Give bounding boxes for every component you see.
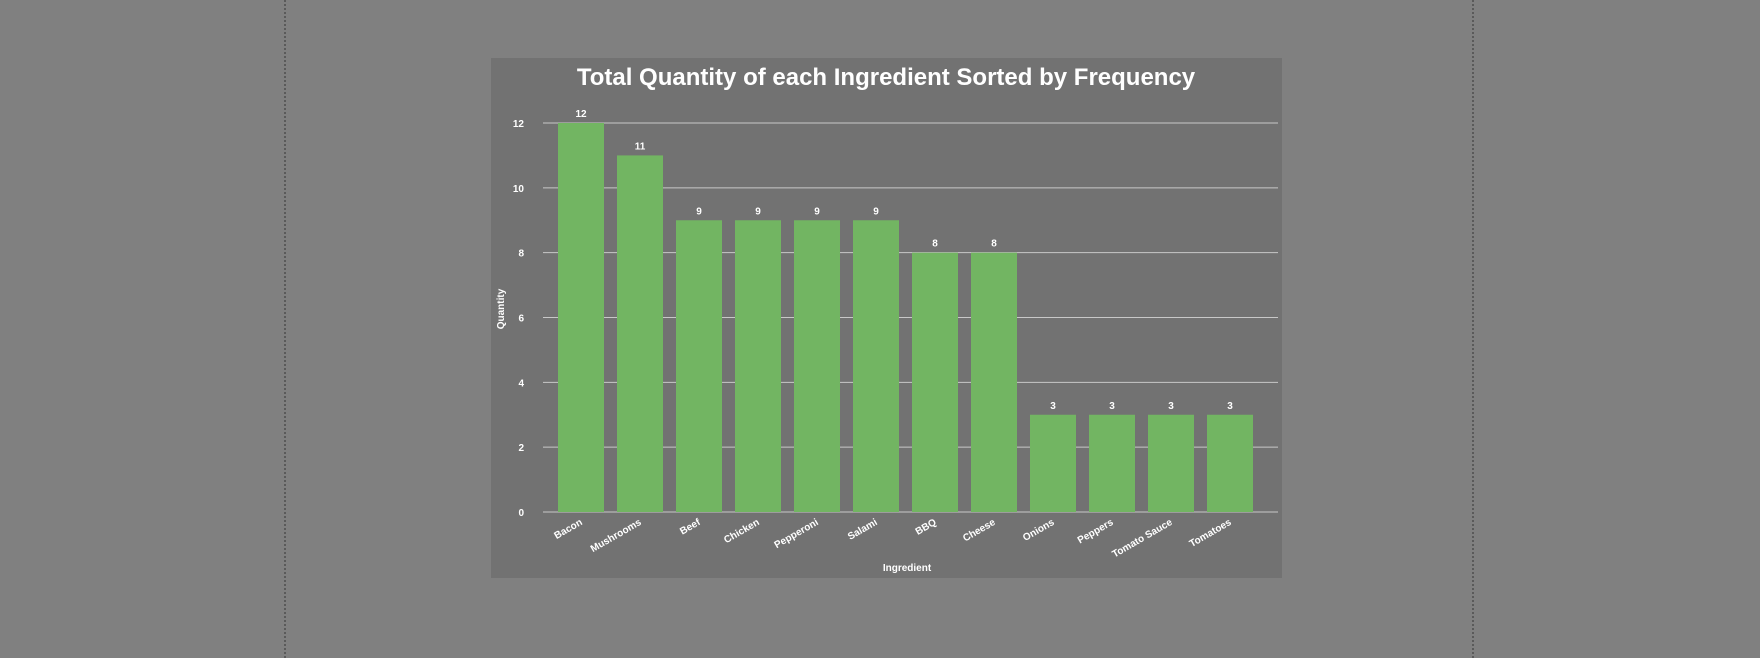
bar[interactable] [912,252,958,512]
y-tick-label: 12 [513,119,525,130]
x-tick-label: Mushrooms [589,517,644,555]
bar[interactable] [1089,414,1135,512]
grid-lines [543,122,1278,513]
x-tick-label: Tomatoes [1188,517,1234,550]
data-label: 8 [991,239,997,250]
x-tick-label: Tomato Sauce [1110,517,1174,561]
y-tick-label: 0 [518,508,524,519]
bar[interactable] [676,220,722,512]
y-tick-label: 4 [518,378,524,389]
bar-chart: Total Quantity of each Ingredient Sorted… [496,64,1278,574]
chart-title: Total Quantity of each Ingredient Sorted… [577,64,1196,91]
right-guide-line [1472,0,1474,658]
y-tick-label: 2 [518,443,524,454]
data-label: 9 [873,206,879,217]
data-label: 9 [814,206,820,217]
bar[interactable] [853,220,899,512]
data-label: 9 [755,206,761,217]
data-label: 3 [1227,401,1233,412]
bar[interactable] [971,252,1017,512]
y-tick-label: 6 [518,314,524,325]
x-tick-label: Chicken [722,517,761,546]
data-label: 9 [696,206,702,217]
bars [558,123,1253,512]
left-guide-line [284,0,286,658]
x-axis-label: Ingredient [883,563,932,574]
data-labels: 12 11 9 9 9 9 8 8 3 3 3 3 [575,109,1233,412]
y-tick-label: 8 [518,249,524,260]
x-tick-label: Beef [678,517,703,538]
bar[interactable] [558,123,604,512]
bar[interactable] [735,220,781,512]
bar[interactable] [1030,414,1076,512]
data-label: 8 [932,239,938,250]
data-label: 3 [1109,401,1115,412]
x-tick-label: Pepperoni [773,517,821,551]
y-axis-label: Quantity [496,288,507,329]
x-tick-label: Salami [846,517,880,543]
data-label: 3 [1168,401,1174,412]
bar[interactable] [1207,414,1253,512]
x-tick-label: Bacon [553,517,585,542]
bar[interactable] [1148,414,1194,512]
x-tick-label: BBQ [914,517,939,538]
x-tick-label: Onions [1021,517,1057,544]
y-axis-ticks: 0 2 4 6 8 10 12 [513,119,525,519]
x-axis-ticks: Bacon Mushrooms Beef Chicken Pepperoni Salami… [553,517,1234,561]
data-label: 12 [575,109,587,120]
bar[interactable] [617,155,663,512]
x-tick-label: Cheese [961,517,998,545]
y-tick-label: 10 [513,184,525,195]
bar[interactable] [794,220,840,512]
data-label: 11 [635,141,646,152]
data-label: 3 [1050,401,1056,412]
chart-card[interactable]: Total Quantity of each Ingredient Sorted… [491,58,1282,578]
x-tick-label: Peppers [1076,517,1116,546]
